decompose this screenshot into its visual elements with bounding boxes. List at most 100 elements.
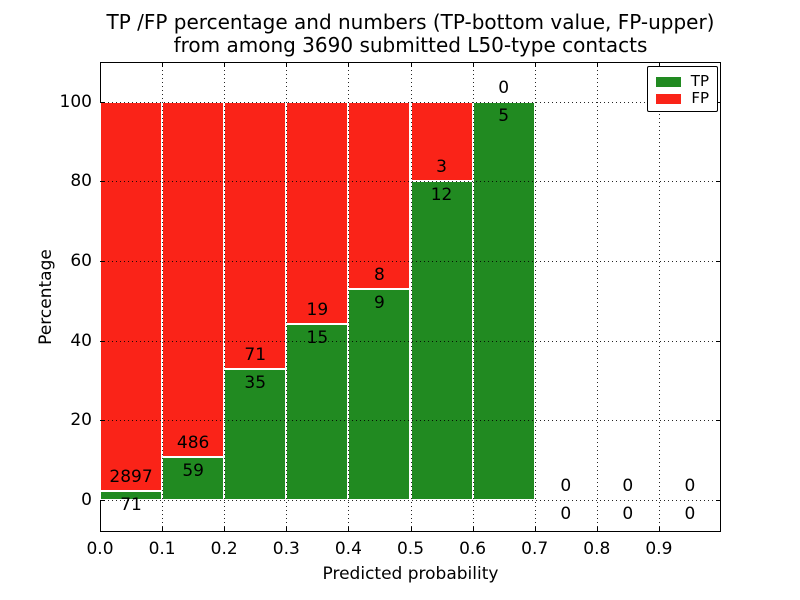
tp-count-label: 71 — [120, 494, 142, 515]
x-tick-mark-top — [286, 62, 288, 67]
bar-segment-tp — [162, 457, 225, 501]
x-tick-mark-top — [596, 62, 598, 67]
y-tick-label: 20 — [70, 410, 92, 431]
gridline-vertical — [410, 62, 412, 532]
bar-segment-fp — [286, 101, 349, 325]
x-tick-mark-top — [224, 62, 226, 67]
bar-segment-tp — [348, 289, 411, 501]
y-tick-mark-right — [716, 340, 721, 342]
tp-count-label: 15 — [306, 328, 329, 349]
x-tick-mark-bottom — [286, 527, 288, 532]
bar-segment-fp — [162, 101, 225, 458]
y-tick-mark-left — [100, 500, 105, 502]
x-tick-mark-bottom — [596, 527, 598, 532]
y-tick-label: 80 — [70, 171, 92, 192]
x-tick-mark-bottom — [100, 527, 101, 532]
legend-entry-tp: TP — [656, 74, 709, 89]
x-tick-mark-bottom — [410, 527, 412, 532]
fp-count-label: 71 — [244, 344, 267, 365]
y-tick-label: 0 — [81, 490, 92, 511]
x-tick-label: 0.1 — [148, 539, 176, 559]
x-tick-label: 0.4 — [334, 539, 362, 559]
x-tick-label: 0.0 — [86, 539, 114, 559]
gridline-vertical — [596, 62, 598, 532]
fp-count-label: 2897 — [109, 466, 153, 487]
y-tick-mark-left — [100, 340, 105, 342]
legend: TP FP — [647, 66, 718, 112]
x-tick-mark-bottom — [348, 527, 350, 532]
x-tick-mark-bottom — [224, 527, 226, 532]
chart-title-line2: from among 3690 submitted L50-type conta… — [173, 33, 648, 57]
x-tick-mark-top — [162, 62, 164, 67]
x-tick-mark-top — [410, 62, 412, 67]
y-tick-mark-right — [716, 500, 721, 502]
x-tick-mark-bottom — [658, 527, 660, 532]
x-tick-mark-top — [348, 62, 350, 67]
x-tick-label: 0.3 — [272, 539, 300, 559]
gridline-vertical — [162, 62, 164, 532]
y-tick-mark-right — [716, 420, 721, 422]
tp-count-label: 12 — [430, 185, 453, 206]
tp-count-label: 35 — [244, 372, 267, 393]
x-tick-label: 0.8 — [583, 539, 611, 559]
legend-entry-fp: FP — [656, 91, 709, 106]
fp-count-label: 0 — [684, 476, 696, 497]
bar-segment-fp — [224, 101, 287, 369]
gridline-vertical — [534, 62, 536, 532]
gridline-vertical — [348, 62, 350, 532]
y-tick-mark-left — [100, 420, 105, 422]
bar-segment-fp — [100, 101, 163, 491]
bar-segment-tp — [224, 368, 287, 501]
fp-count-label: 8 — [374, 265, 385, 286]
x-tick-mark-bottom — [162, 527, 164, 532]
y-tick-mark-right — [716, 101, 721, 103]
bar-segment-fp — [348, 101, 411, 290]
fp-color-swatch — [656, 93, 682, 104]
tp-count-label: 0 — [622, 504, 634, 525]
fp-count-label: 3 — [436, 157, 447, 178]
x-tick-mark-top — [658, 62, 660, 67]
y-tick-label: 60 — [70, 251, 92, 272]
x-tick-label: 0.7 — [521, 539, 549, 559]
y-tick-mark-left — [100, 181, 105, 183]
y-tick-label: 100 — [59, 91, 92, 112]
tp-count-label: 0 — [684, 504, 696, 525]
y-tick-mark-left — [100, 261, 105, 263]
x-tick-mark-top — [100, 62, 101, 67]
fp-count-label: 0 — [560, 476, 572, 497]
fp-count-label: 486 — [176, 433, 210, 454]
fp-count-label: 19 — [306, 300, 329, 321]
x-tick-label: 0.2 — [210, 539, 238, 559]
y-tick-mark-right — [716, 261, 721, 263]
fp-count-label: 0 — [498, 77, 510, 98]
gridline-vertical — [472, 62, 474, 532]
x-tick-label: 0.6 — [459, 539, 487, 559]
bar-segment-tp — [472, 101, 535, 501]
tp-count-label: 5 — [498, 105, 510, 126]
gridline-vertical — [286, 62, 288, 532]
gridline-vertical — [658, 62, 660, 532]
x-axis-label: Predicted probability — [322, 564, 499, 584]
fp-count-label: 0 — [622, 476, 634, 497]
y-tick-label: 40 — [70, 330, 92, 351]
chart-title-line1: TP /FP percentage and numbers (TP-bottom… — [106, 10, 715, 34]
y-tick-mark-right — [716, 181, 721, 183]
x-tick-label: 0.5 — [396, 539, 425, 559]
tp-count-label: 59 — [182, 461, 204, 482]
bar-segment-tp — [286, 324, 349, 501]
tp-color-swatch — [656, 76, 681, 87]
gridline-vertical — [224, 62, 226, 532]
bar-segment-tp — [100, 490, 163, 501]
x-tick-mark-top — [534, 62, 536, 67]
y-tick-mark-left — [100, 101, 105, 103]
x-tick-label: 0.9 — [645, 539, 673, 559]
tp-count-label: 9 — [374, 293, 385, 314]
legend-label-fp: FP — [691, 89, 709, 107]
x-tick-mark-bottom — [472, 527, 474, 532]
legend-label-tp: TP — [690, 72, 709, 90]
tp-count-label: 0 — [560, 504, 572, 525]
x-tick-mark-top — [472, 62, 474, 67]
x-tick-mark-bottom — [534, 527, 536, 532]
chart-title: TP /FP percentage and numbers (TP-bottom… — [100, 11, 721, 57]
